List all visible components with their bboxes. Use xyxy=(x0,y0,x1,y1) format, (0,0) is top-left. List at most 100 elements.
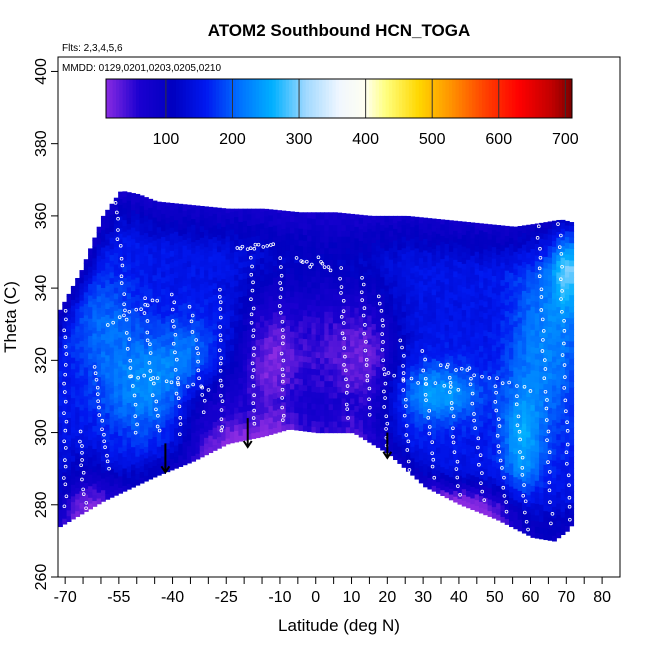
heat-cell xyxy=(251,380,257,387)
heat-cell xyxy=(169,440,175,448)
heat-cell xyxy=(500,360,506,367)
heat-cell xyxy=(478,356,484,364)
heat-cell xyxy=(371,381,377,388)
heat-cell xyxy=(58,457,63,464)
heat-cell xyxy=(470,474,476,482)
heat-cell xyxy=(500,308,506,315)
heat-cell xyxy=(491,385,497,392)
heat-cell xyxy=(354,393,360,401)
heat-cell xyxy=(126,413,132,421)
heat-cell xyxy=(302,292,308,299)
heat-cell xyxy=(487,360,493,367)
heat-cell xyxy=(131,244,136,251)
heat-cell xyxy=(186,283,192,291)
heat-cell xyxy=(259,349,265,357)
heat-cell xyxy=(302,234,308,241)
heat-cell xyxy=(148,351,154,359)
heat-cell xyxy=(131,411,136,419)
heat-cell xyxy=(509,486,514,493)
heat-cell xyxy=(466,392,471,399)
heat-cell xyxy=(178,212,184,219)
heat-cell xyxy=(131,423,136,430)
heat-cell xyxy=(113,327,119,334)
heat-cell xyxy=(139,338,145,345)
heat-cell xyxy=(143,220,149,228)
heat-cell xyxy=(152,222,158,230)
heat-cell xyxy=(440,443,446,450)
heat-cell xyxy=(388,264,394,272)
heat-cell xyxy=(436,400,441,408)
heat-cell xyxy=(298,285,304,293)
heat-cell xyxy=(182,297,188,304)
heat-cell xyxy=(315,213,321,220)
heat-cell xyxy=(191,264,197,272)
heat-cell xyxy=(126,396,132,403)
heat-cell xyxy=(457,278,463,286)
heat-cell xyxy=(332,357,338,364)
heat-cell xyxy=(229,379,235,386)
heat-cell xyxy=(431,456,437,463)
heat-cell xyxy=(320,322,325,330)
heat-cell xyxy=(289,232,295,240)
heat-cell xyxy=(79,288,85,295)
heat-cell xyxy=(152,309,158,316)
heat-cell xyxy=(191,339,197,347)
heat-cell xyxy=(264,244,270,252)
heat-cell xyxy=(96,232,102,239)
heat-cell xyxy=(307,287,313,294)
heat-cell xyxy=(517,455,523,463)
heat-cell xyxy=(88,433,93,441)
heat-cell xyxy=(221,382,227,389)
heat-cell xyxy=(405,419,411,426)
heat-cell xyxy=(105,296,111,304)
heat-cell xyxy=(216,326,222,334)
heat-cell xyxy=(96,284,102,291)
heat-cell xyxy=(526,286,532,294)
heat-cell xyxy=(337,213,343,220)
heat-cell xyxy=(66,469,72,476)
heat-cell xyxy=(131,296,136,303)
heat-cell xyxy=(521,486,527,494)
heat-cell xyxy=(212,300,218,307)
heat-cell xyxy=(496,352,502,359)
heat-cell xyxy=(461,297,467,305)
heat-cell xyxy=(483,295,489,302)
heat-cell xyxy=(491,454,497,461)
heat-cell xyxy=(311,316,317,323)
heat-cell xyxy=(526,448,532,455)
heat-cell xyxy=(131,331,136,338)
heat-cell xyxy=(414,346,420,353)
heat-cell xyxy=(448,389,454,397)
heat-cell xyxy=(96,457,102,464)
heat-cell xyxy=(504,414,510,421)
heat-cell xyxy=(100,362,106,369)
heat-cell xyxy=(75,441,81,448)
heat-cell xyxy=(152,390,158,397)
heat-cell xyxy=(277,298,282,306)
heat-cell xyxy=(324,426,330,434)
heat-cell xyxy=(255,229,261,236)
heat-cell xyxy=(173,294,179,302)
heat-cell xyxy=(131,463,136,471)
heat-cell xyxy=(358,413,364,421)
heat-cell xyxy=(242,278,248,285)
heat-cell xyxy=(100,437,106,444)
heat-cell xyxy=(88,375,93,383)
heat-cell xyxy=(457,400,463,407)
heat-cell xyxy=(436,285,441,292)
heat-cell xyxy=(216,268,222,276)
heat-cell xyxy=(173,225,179,232)
heat-cell xyxy=(354,226,360,233)
heat-cell xyxy=(534,422,540,429)
heat-cell xyxy=(238,412,244,419)
heat-cell xyxy=(165,286,171,294)
heat-cell xyxy=(307,252,313,259)
heat-cell xyxy=(337,259,343,266)
heat-cell xyxy=(156,446,162,453)
heat-cell xyxy=(225,293,231,300)
heat-cell xyxy=(83,424,89,431)
heat-cell xyxy=(457,498,463,505)
heat-cell xyxy=(423,423,429,430)
heat-cell xyxy=(436,348,441,356)
heat-cell xyxy=(268,255,274,262)
